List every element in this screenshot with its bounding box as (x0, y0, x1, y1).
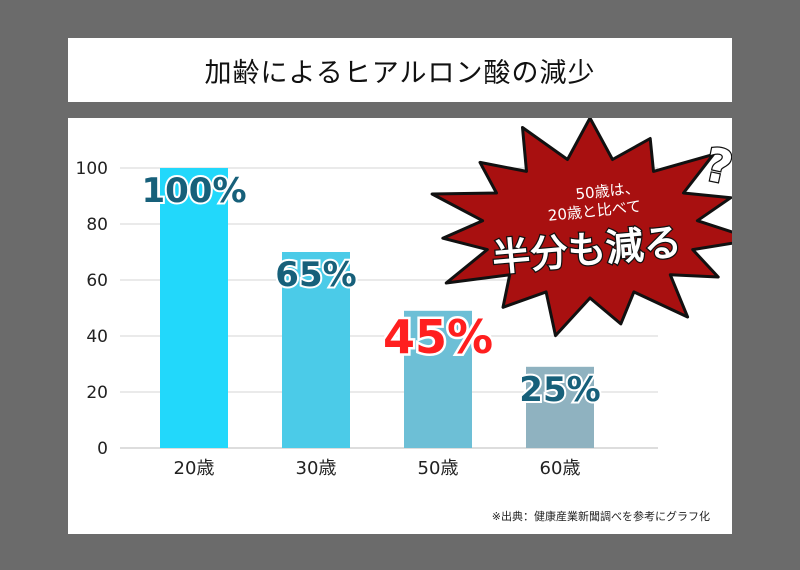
bar-chart: 0 20 40 60 80 100 20歳 100% 30歳 65% 50歳 45% 60歳 25% 5… (76, 118, 732, 479)
source-note: ※出典：健康産業新聞調べを参考にグラフ化 (491, 510, 710, 523)
burst-shape (430, 118, 732, 338)
y-tick-label: 80 (86, 215, 108, 235)
data-label: 100% (141, 171, 246, 211)
data-label: 65% (275, 255, 356, 295)
burst-line-3: 半分も減る (490, 220, 683, 280)
chart-title-box: 加齢によるヒアルロン酸の減少 (68, 38, 732, 102)
x-tick-label: 50歳 (418, 458, 459, 479)
x-tick-label: 30歳 (296, 458, 337, 479)
bar (160, 168, 228, 448)
speech-burst: 50歳は、 20歳と比べて 半分も減る ?!! (430, 118, 732, 338)
chart-title: 加齢によるヒアルロン酸の減少 (204, 57, 596, 89)
y-tick-label: 20 (86, 383, 108, 403)
data-label: 25% (519, 370, 600, 410)
y-tick-label: 0 (97, 439, 108, 459)
y-tick-label: 100 (76, 159, 108, 179)
bar (526, 366, 594, 448)
data-label: 45% (383, 310, 493, 364)
y-tick-label: 60 (86, 271, 108, 291)
x-tick-label: 60歳 (540, 458, 581, 479)
bar (282, 252, 350, 448)
y-tick-label: 40 (86, 327, 108, 347)
bar (404, 310, 472, 448)
x-tick-label: 20歳 (174, 458, 215, 479)
chart-panel: 0 20 40 60 80 100 20歳 100% 30歳 65% 50歳 45% 60歳 25% 5… (68, 118, 732, 534)
